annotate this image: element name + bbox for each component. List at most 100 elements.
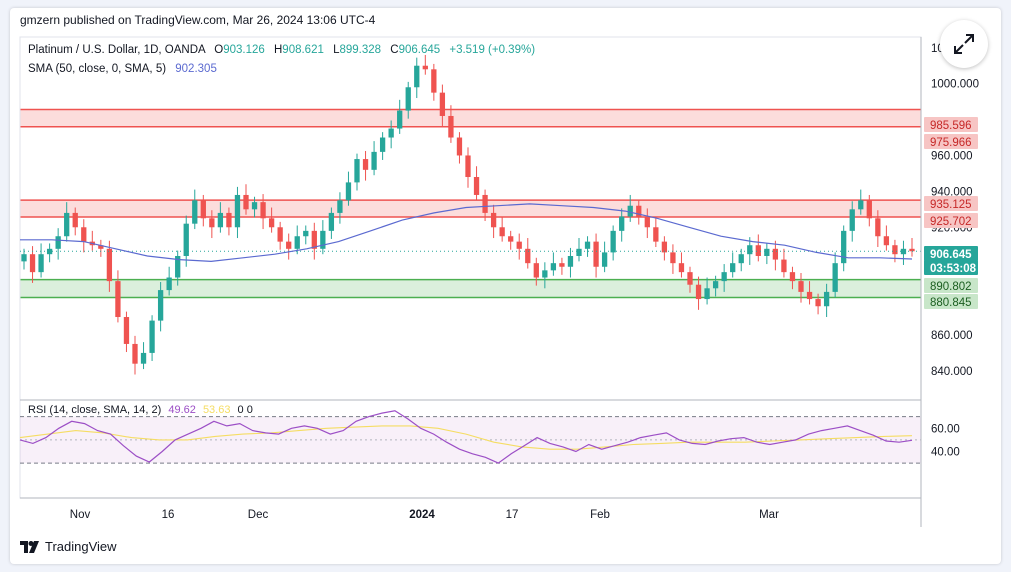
candle-body <box>764 248 770 256</box>
candle-body <box>738 254 744 264</box>
candle-body <box>337 200 343 213</box>
candle-body <box>362 159 369 170</box>
candle-body <box>858 200 864 210</box>
rsi-legend[interactable]: RSI (14, close, SMA, 14, 2) 49.62 53.63 … <box>28 404 253 416</box>
sma-label: SMA (50, close, 0, SMA, 5) <box>28 63 167 75</box>
candle-body <box>320 230 326 249</box>
candle-body <box>781 259 787 273</box>
candle-body <box>192 200 198 224</box>
price-label: 985.596 <box>930 120 972 132</box>
candle-body <box>730 263 736 273</box>
candle-body <box>157 290 164 321</box>
candle-body <box>909 248 915 252</box>
candle-body <box>431 69 437 93</box>
candle-body <box>200 200 206 219</box>
candle-body <box>465 155 471 178</box>
sma-legend[interactable]: SMA (50, close, 0, SMA, 5) 902.305 <box>28 63 217 75</box>
axes-layer: 1020.0001000.000960.000940.000920.000860… <box>20 37 979 527</box>
candle-body <box>354 159 360 183</box>
candle-body <box>559 263 565 267</box>
candle-body <box>823 291 830 307</box>
candle-body <box>721 272 727 282</box>
zone-resistance-lower <box>20 200 921 218</box>
candle-body <box>473 177 480 195</box>
candle-body <box>678 263 685 273</box>
candle-body <box>542 270 548 278</box>
candle-body <box>789 272 796 282</box>
candle-body <box>627 205 633 217</box>
open-value: 903.126 <box>223 44 265 56</box>
candle-body <box>601 252 608 267</box>
time-tick-label: Feb <box>590 509 610 521</box>
rsi-line <box>19 410 913 464</box>
candle-body <box>175 255 181 278</box>
change-value: +3.519 (+0.39%) <box>449 44 536 56</box>
candle-body <box>226 212 232 228</box>
candle-body <box>132 343 138 364</box>
candle-body <box>619 216 625 231</box>
price-label-bg <box>924 117 978 132</box>
candle-body <box>183 223 189 256</box>
candle-body <box>900 248 907 255</box>
candle-body <box>371 151 377 170</box>
zone-support <box>20 279 921 298</box>
tradingview-logo[interactable]: TradingView <box>20 539 117 554</box>
candle-body <box>81 227 87 242</box>
candle-body <box>328 212 335 231</box>
candle-body <box>294 236 300 249</box>
candle-body <box>832 263 838 292</box>
candle-body <box>448 115 454 138</box>
candle-body <box>217 212 224 228</box>
open-label: O <box>214 44 224 56</box>
price-label: 890.802 <box>930 281 972 293</box>
price-tick-label: 960.000 <box>931 150 973 162</box>
candle-body <box>636 205 642 217</box>
candle-body <box>550 263 557 271</box>
price-label: 906.645 <box>930 249 972 261</box>
candle-body <box>303 230 309 237</box>
rsi-tick-label: 40.00 <box>931 447 960 459</box>
candle-body <box>499 227 505 237</box>
candle-body <box>712 281 719 289</box>
expand-button[interactable] <box>940 20 988 68</box>
time-tick-label: Nov <box>70 509 91 521</box>
candle-body <box>439 92 446 116</box>
candle-body <box>166 277 172 291</box>
candle-body <box>414 65 420 88</box>
candle-body <box>397 110 403 129</box>
price-label-bg <box>924 213 978 228</box>
candle-body <box>815 299 821 307</box>
candle-body <box>704 288 710 300</box>
candle-body <box>379 137 386 152</box>
price-label-bg <box>924 278 978 293</box>
candle-body <box>115 281 121 318</box>
price-label: 03:53:08 <box>930 263 977 275</box>
close-label: C <box>390 44 399 56</box>
candle-body <box>234 194 241 228</box>
candle-body <box>260 202 266 219</box>
time-tick-label: 2024 <box>409 509 435 521</box>
high-value: 908.621 <box>282 44 324 56</box>
candle-body <box>849 209 855 231</box>
time-tick-label: Dec <box>248 509 269 521</box>
candle-body <box>149 320 155 353</box>
candle-body <box>286 241 292 249</box>
rsi-layer <box>19 410 921 464</box>
candle-body <box>576 248 582 256</box>
zone-resistance-upper <box>20 109 921 127</box>
candle-body <box>490 212 497 228</box>
candle-body <box>841 230 847 264</box>
rsi-sma-line <box>19 425 913 450</box>
sma-layer <box>20 203 913 263</box>
rsi-sma-value: 53.63 <box>202 404 231 416</box>
low-label: L <box>333 44 340 56</box>
candle-body <box>268 218 275 228</box>
candle-body <box>29 254 36 273</box>
candle-body <box>806 291 813 300</box>
symbol-title[interactable]: Platinum / U.S. Dollar, 1D, OANDA <box>28 44 206 56</box>
expand-icon <box>954 34 974 54</box>
low-value: 899.328 <box>339 44 382 56</box>
price-tick-label: 1000.000 <box>931 79 979 91</box>
candle-body <box>695 284 702 300</box>
